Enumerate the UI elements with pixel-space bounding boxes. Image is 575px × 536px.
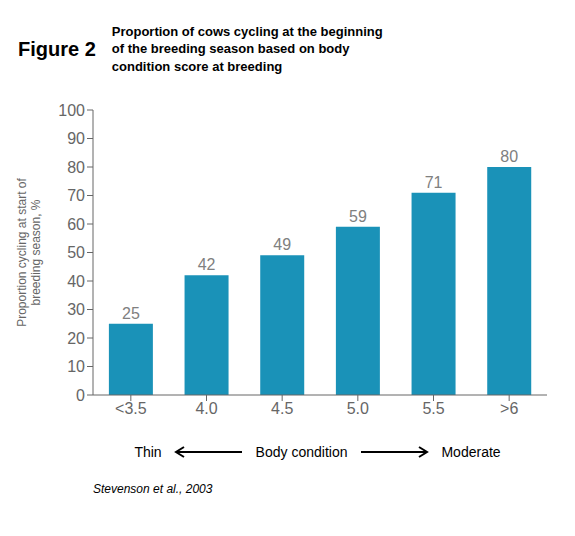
svg-text:Proportion cycling at start of: Proportion cycling at start ofbreeding s… xyxy=(15,177,43,326)
svg-text:5.0: 5.0 xyxy=(347,400,369,417)
svg-text:90: 90 xyxy=(67,130,85,147)
html-text:Body condition: Body condition xyxy=(255,444,348,460)
svg-text:50: 50 xyxy=(67,244,85,261)
svg-text:49: 49 xyxy=(273,236,291,253)
svg-text:>6: >6 xyxy=(500,400,518,417)
svg-text:59: 59 xyxy=(349,208,367,225)
svg-text:80: 80 xyxy=(500,148,518,165)
svg-text:<3.5: <3.5 xyxy=(115,400,147,417)
svg-text:0: 0 xyxy=(76,387,85,404)
html-text:Thin: Thin xyxy=(134,444,162,460)
svg-text:4.0: 4.0 xyxy=(195,400,217,417)
svg-text:10: 10 xyxy=(67,358,85,375)
html-text:Moderate: Moderate xyxy=(441,444,501,460)
svg-text:25: 25 xyxy=(122,305,140,322)
svg-text:4.5: 4.5 xyxy=(271,400,293,417)
svg-text:71: 71 xyxy=(425,174,443,191)
html-text:Figure 2: Figure 2 xyxy=(18,37,96,60)
svg-text:100: 100 xyxy=(58,102,85,119)
svg-text:20: 20 xyxy=(67,330,85,347)
svg-text:60: 60 xyxy=(67,216,85,233)
svg-text:30: 30 xyxy=(67,301,85,318)
html-text:Stevenson et al., 2003: Stevenson et al., 2003 xyxy=(93,482,213,496)
svg-text:80: 80 xyxy=(67,159,85,176)
svg-text:5.5: 5.5 xyxy=(422,400,444,417)
svg-text:42: 42 xyxy=(198,256,216,273)
svg-text:40: 40 xyxy=(67,273,85,290)
svg-text:70: 70 xyxy=(67,187,85,204)
html-text:Proportion of cows cycling at: Proportion of cows cycling at the beginn… xyxy=(111,23,383,74)
